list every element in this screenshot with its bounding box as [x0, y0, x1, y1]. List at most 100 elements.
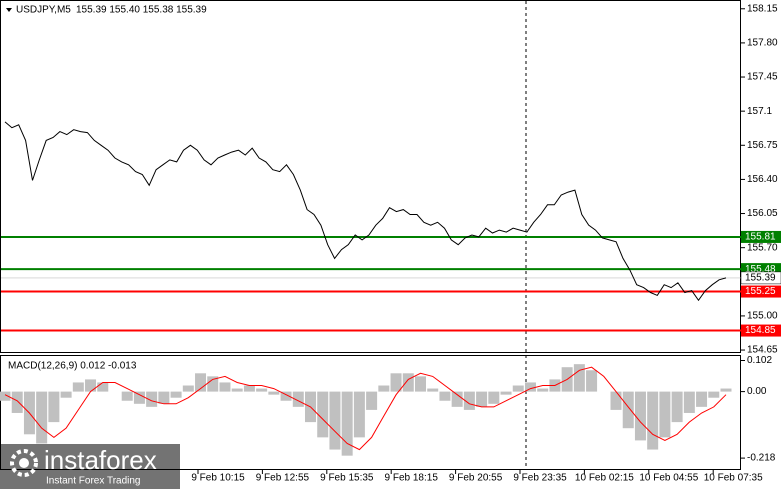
histogram-bar [586, 370, 598, 392]
histogram-bar [659, 391, 671, 438]
histogram-bar [537, 388, 549, 392]
histogram-bar [0, 391, 11, 401]
last-price-tag [740, 271, 781, 285]
histogram-bar [439, 391, 451, 401]
histogram-bar [671, 391, 683, 423]
y-tick-label: 154.65 [747, 345, 778, 356]
histogram-bar [451, 391, 463, 407]
histogram-bar [414, 376, 426, 392]
brand: instaforex [44, 445, 157, 475]
histogram-bar [402, 373, 414, 392]
histogram-bar [488, 391, 500, 404]
histogram-bar [60, 391, 72, 398]
histogram-bar [48, 391, 60, 423]
logo-center [19, 458, 29, 468]
histogram-bar [72, 382, 84, 392]
histogram-bar [512, 385, 524, 392]
watermark-bg [0, 444, 180, 489]
symbol-arrow [6, 8, 12, 12]
histogram-bar [182, 385, 194, 392]
y-tick-label: 0.00 [747, 386, 767, 397]
y-tick-label: 158.15 [747, 3, 778, 14]
level-tag [741, 230, 781, 243]
level-label: 155.25 [745, 286, 776, 297]
price-line [4, 121, 727, 302]
level-label: 155.48 [745, 264, 776, 275]
histogram-bar [622, 391, 634, 429]
level-tag [741, 324, 781, 337]
level-tag [741, 285, 781, 298]
x-tick-label: 9 Feb 18:15 [385, 473, 439, 484]
histogram-bar [390, 373, 402, 392]
y-tick-label: -0.218 [747, 453, 776, 464]
histogram-bar [85, 379, 97, 392]
x-tick-label: 9 Feb 10:15 [191, 473, 245, 484]
y-tick-label: 157.45 [747, 72, 778, 83]
histogram-bar [573, 364, 585, 392]
histogram-bar [647, 391, 659, 450]
x-tick-label: 10 Feb 07:35 [704, 473, 763, 484]
histogram-bar [121, 391, 133, 401]
macd-title: MACD(12,26,9) 0.012 -0.013 [8, 361, 137, 372]
level-label: 155.81 [745, 232, 776, 243]
histogram-bar [268, 391, 280, 395]
histogram-bar [11, 391, 23, 413]
histogram-bar [463, 391, 475, 410]
histogram-bar [524, 382, 536, 392]
histogram-bar [133, 391, 145, 404]
tagline: Instant Forex Trading [46, 476, 141, 487]
histogram-bar [696, 391, 708, 407]
histogram-bar [280, 391, 292, 401]
quote: 155.39 155.40 155.38 155.39 [76, 5, 207, 16]
histogram-bar [170, 391, 182, 398]
watermark: instaforex Instant Forex Trading [0, 444, 180, 489]
x-tick-label: 9 Feb 12:55 [256, 473, 310, 484]
x-tick-label: 9 Feb 20:55 [449, 473, 503, 484]
x-tick-label: 9 Feb 23:35 [513, 473, 567, 484]
signal-line [4, 366, 727, 451]
histogram-bar [231, 388, 243, 392]
histogram-bar [195, 373, 207, 392]
histogram-bar [219, 382, 231, 392]
logo [10, 449, 38, 477]
histogram-bar [97, 382, 109, 392]
histogram-bar [243, 385, 255, 392]
x-tick-label: 10 Feb 04:55 [639, 473, 698, 484]
histogram-bar [610, 391, 622, 410]
histogram-bar [476, 391, 488, 407]
x-tick-label: 9 Feb 15:35 [320, 473, 374, 484]
y-tick-label: 155.00 [747, 311, 778, 322]
histogram-bar [378, 385, 390, 392]
histogram-bar [353, 391, 365, 438]
symbol: USDJPY,M5 [16, 5, 71, 16]
histogram-bar [500, 391, 512, 395]
histogram-bar [36, 391, 48, 444]
histogram-bar [317, 391, 329, 438]
level-label: 154.85 [745, 325, 776, 336]
histogram-bar [708, 391, 720, 398]
x-tick-label: 10 Feb 02:15 [575, 473, 634, 484]
histogram-bar [427, 388, 439, 392]
last-price-label: 155.39 [745, 273, 776, 284]
main-panel [0, 0, 741, 353]
histogram-bar [292, 391, 304, 407]
histogram-bar [146, 391, 158, 407]
histogram-bar [720, 388, 732, 392]
y-tick-label: 157.80 [747, 38, 778, 49]
histogram-bar [634, 391, 646, 441]
y-tick-label: 156.05 [747, 208, 778, 219]
histogram-bar [256, 388, 268, 392]
histogram-bar [683, 391, 695, 413]
histogram-bar [341, 391, 353, 456]
plot-layer [0, 121, 741, 456]
histogram-bar [158, 391, 170, 404]
y-tick-label: 156.40 [747, 174, 778, 185]
histogram-bar [207, 376, 219, 392]
histogram-bar [366, 391, 378, 410]
y-tick-label: 0.102 [747, 355, 772, 366]
y-tick-label: 156.75 [747, 140, 778, 151]
y-tick-label: 155.70 [747, 242, 778, 253]
histogram-bar [329, 391, 341, 450]
y-tick-label: 157.1 [747, 106, 772, 117]
